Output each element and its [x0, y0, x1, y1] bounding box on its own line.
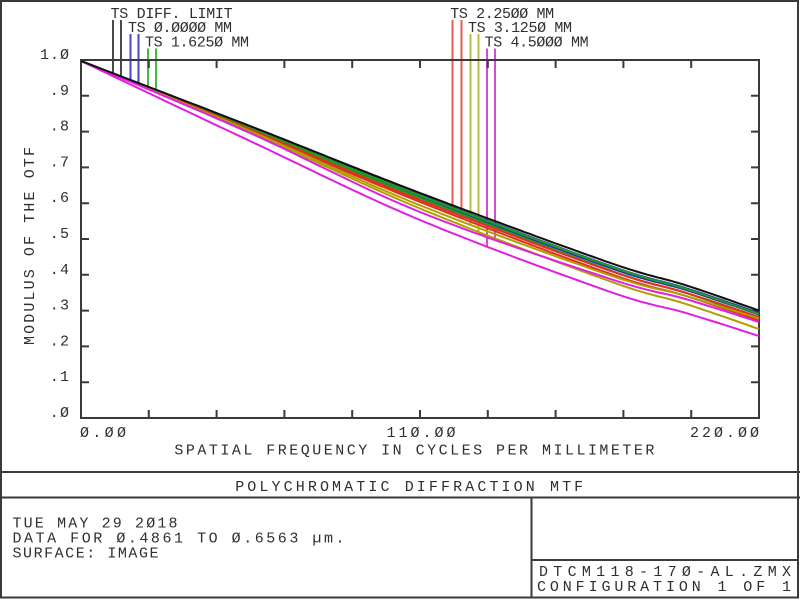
svg-text:DATA FOR Ø.4861 TO Ø.6563 µm.: DATA FOR Ø.4861 TO Ø.6563 µm.: [13, 531, 345, 548]
svg-text:.2: .2: [50, 333, 69, 350]
svg-text:.3: .3: [50, 298, 69, 315]
svg-text:.1: .1: [50, 369, 69, 386]
svg-text:.9: .9: [50, 83, 69, 100]
svg-text:.7: .7: [50, 154, 69, 171]
svg-text:TUE MAY 29 2Ø18: TUE MAY 29 2Ø18: [13, 516, 178, 533]
svg-text:.4: .4: [50, 262, 69, 279]
svg-text:.8: .8: [50, 119, 69, 136]
svg-text:.5: .5: [50, 226, 69, 243]
svg-text:1.Ø: 1.Ø: [40, 47, 69, 64]
svg-text:TS DIFF. LIMIT: TS DIFF. LIMIT: [111, 6, 233, 23]
svg-text:.6: .6: [50, 190, 69, 207]
svg-text:.Ø: .Ø: [50, 405, 69, 422]
svg-text:TS 1.625Ø MM: TS 1.625Ø MM: [145, 35, 249, 52]
svg-text:POLYCHROMATIC DIFFRACTION MTF: POLYCHROMATIC DIFFRACTION MTF: [235, 479, 583, 496]
svg-text:TS Ø.ØØØØ MM: TS Ø.ØØØØ MM: [128, 20, 232, 37]
svg-text:TS 3.125Ø MM: TS 3.125Ø MM: [468, 20, 572, 37]
svg-text:TS 2.25ØØ MM: TS 2.25ØØ MM: [450, 6, 554, 23]
svg-text:SURFACE: IMAGE: SURFACE: IMAGE: [13, 546, 159, 563]
svg-text:TS 4.5ØØØ MM: TS 4.5ØØØ MM: [485, 35, 589, 52]
